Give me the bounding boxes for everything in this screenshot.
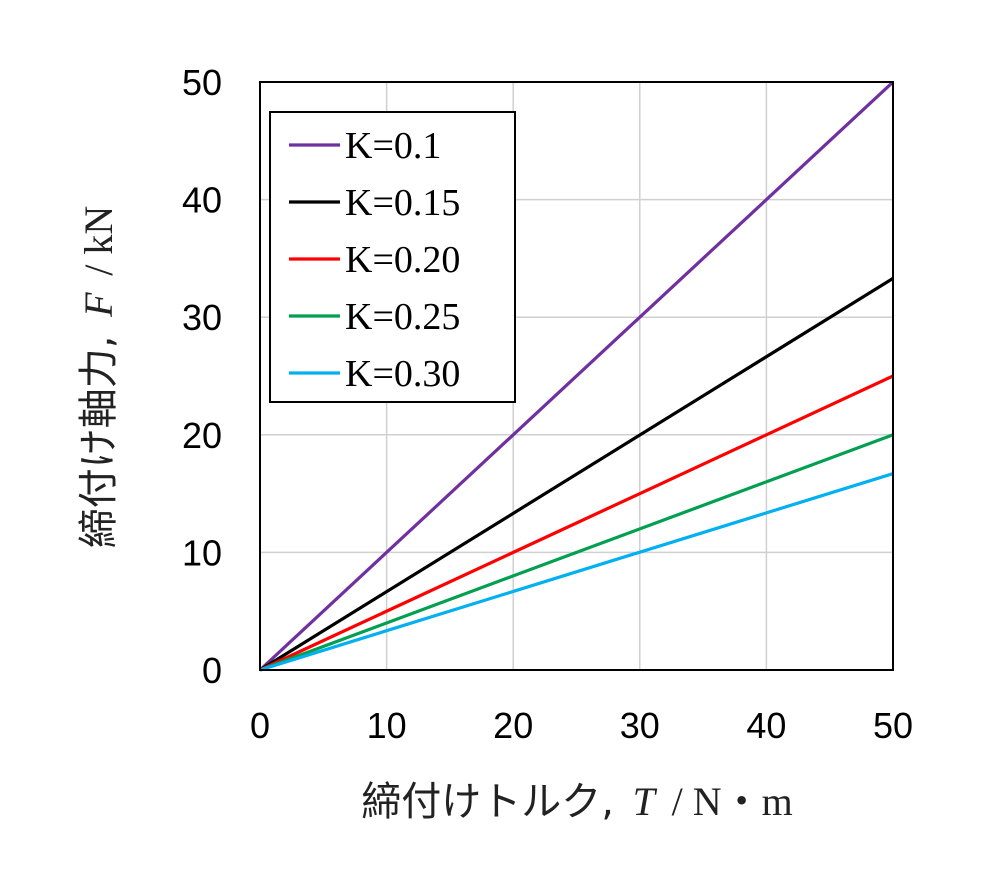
x-axis-label-symbol: T [633, 779, 658, 824]
x-tick-label: 10 [367, 705, 407, 746]
x-tick-label: 40 [746, 705, 786, 746]
legend-label: K=0.30 [345, 353, 460, 395]
y-tick-label: 40 [182, 180, 222, 221]
y-tick-labels: 0 10 20 30 40 50 [182, 62, 222, 691]
x-axis-label-unit: / N・m [672, 779, 793, 824]
y-tick-label: 20 [182, 415, 222, 456]
y-axis-label: 締付け軸力, F / kN [76, 206, 122, 549]
legend-label: K=0.1 [345, 125, 441, 167]
legend-label: K=0.25 [345, 296, 460, 338]
series-line [259, 433, 894, 672]
series-lines [258, 80, 895, 672]
y-tick-label: 30 [182, 297, 222, 338]
y-axis-label-unit: / kN [76, 206, 121, 276]
series-line [259, 472, 894, 672]
y-tick-label: 50 [182, 62, 222, 103]
y-tick-label: 0 [202, 650, 222, 691]
series-line [258, 80, 895, 672]
legend-box [269, 111, 516, 403]
y-tick-label: 10 [182, 532, 222, 573]
x-tick-label: 50 [873, 705, 913, 746]
x-tick-labels: 0 10 20 30 40 50 [250, 705, 913, 746]
x-tick-label: 30 [620, 705, 660, 746]
legend-label: K=0.15 [345, 182, 460, 224]
y-axis-label-symbol: F [76, 292, 121, 318]
series-line [259, 277, 894, 672]
x-axis-label: 締付けトルク, T / N・m [361, 779, 793, 825]
series-line [259, 374, 894, 672]
y-axis-label-prefix: 締付け軸力, [76, 336, 122, 549]
x-tick-label: 20 [493, 705, 533, 746]
plot-frame [259, 81, 894, 671]
x-tick-label: 0 [250, 705, 270, 746]
legend: K=0.1 K=0.15 K=0.20 K=0.25 K=0.30 [269, 111, 516, 403]
legend-label: K=0.20 [345, 239, 460, 281]
x-axis-label-prefix: 締付けトルク, [361, 779, 614, 825]
